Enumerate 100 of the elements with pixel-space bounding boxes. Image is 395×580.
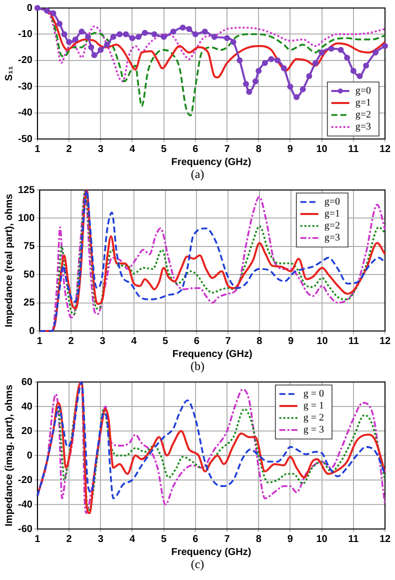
- x-tick-label: 5: [161, 144, 168, 155]
- point: [110, 34, 116, 40]
- text: (b): [190, 359, 204, 374]
- x-tick-label: 7: [225, 336, 232, 347]
- point: [151, 31, 158, 38]
- point: [328, 46, 334, 52]
- point: [136, 34, 142, 40]
- x-tick-label: 12: [379, 534, 391, 545]
- x-tick-label: 6: [192, 144, 199, 155]
- point: [318, 50, 325, 56]
- y-tick-label: 0: [26, 450, 33, 462]
- x-tick-label: 11: [348, 534, 360, 545]
- point: [160, 34, 167, 40]
- x-tick-label: 7: [224, 144, 230, 155]
- point: [192, 31, 198, 38]
- x-tick-label: 6: [194, 336, 200, 347]
- x-tick-label: 3: [100, 336, 106, 347]
- y-tick-label: -40: [18, 108, 33, 119]
- point: [44, 8, 50, 14]
- y-tick-label: -60: [18, 524, 33, 535]
- point: [344, 54, 350, 61]
- y-tick-label: -50: [18, 134, 33, 145]
- y-tick-label: 0: [26, 2, 33, 14]
- y-tick-label: 40: [21, 401, 33, 412]
- point: [372, 50, 379, 56]
- point: [262, 60, 268, 66]
- point: [268, 56, 274, 62]
- point: [246, 88, 252, 95]
- legend-label: g = 2: [303, 412, 324, 424]
- point: [98, 46, 104, 53]
- point: [242, 80, 249, 87]
- x-tick-label: 10: [316, 534, 328, 545]
- legend-label: g=0: [324, 196, 340, 208]
- x-tick-label: 6: [192, 534, 199, 545]
- legend-label: g = 1: [303, 400, 324, 412]
- x-tick-label: 11: [348, 336, 360, 347]
- legend-label: g=1: [355, 98, 371, 109]
- x-tick-label: 7: [224, 534, 230, 545]
- point: [287, 84, 294, 90]
- legend-label: g=0: [355, 86, 371, 97]
- point: [312, 60, 318, 66]
- y-axis-title: Impedance (real part), ohms: [4, 193, 15, 328]
- point: [116, 31, 123, 38]
- point: [88, 44, 94, 50]
- y-tick-label: 60: [21, 376, 33, 388]
- y-tick-label: 75: [24, 241, 36, 252]
- x-tick-label: 4: [131, 336, 138, 347]
- x-tick-label: 3: [98, 144, 104, 155]
- x-axis-title: Frequency (GHz): [171, 546, 252, 558]
- y-tick-label: 125: [18, 184, 36, 196]
- x-tick-label: 12: [379, 336, 391, 347]
- point: [280, 65, 287, 72]
- y-axis-title: Impedance (imag. part), ohms: [4, 384, 15, 526]
- point: [306, 73, 312, 80]
- legend-label: g = 3: [303, 424, 324, 436]
- x-tick-label: 10: [316, 144, 328, 155]
- x-tick-label: 8: [256, 534, 262, 545]
- y-tick-label: -20: [18, 474, 33, 486]
- point: [170, 28, 176, 35]
- y-tick-label: -40: [18, 499, 33, 510]
- point: [211, 34, 218, 40]
- point: [186, 26, 192, 32]
- x-axis-title: Frequency (GHz): [171, 156, 252, 168]
- point: [56, 20, 63, 27]
- x-tick-label: 9: [287, 144, 294, 155]
- y-tick-label: -10: [18, 28, 33, 40]
- y-tick-label: -20: [18, 55, 33, 66]
- point: [356, 73, 363, 80]
- point: [66, 39, 72, 46]
- y-tick-label: 50: [24, 269, 36, 280]
- x-tick-label: 5: [162, 336, 168, 347]
- point: [91, 52, 98, 58]
- point: [72, 36, 78, 42]
- x-tick-label: 1: [34, 534, 41, 545]
- point: [34, 5, 40, 11]
- point: [350, 68, 356, 74]
- legend-label: g=3: [324, 232, 340, 244]
- x-tick-label: 12: [379, 144, 391, 155]
- y-tick-label: 20: [21, 426, 33, 437]
- x-tick-label: 3: [98, 534, 104, 545]
- point: [129, 35, 136, 42]
- point: [230, 39, 236, 46]
- point: [294, 94, 300, 100]
- text: (a): [190, 167, 204, 182]
- x-tick-label: 4: [129, 144, 136, 155]
- point: [104, 42, 110, 48]
- x-tick-label: 2: [68, 336, 74, 347]
- x-tick-label: 5: [161, 534, 168, 545]
- text: (c): [190, 557, 204, 572]
- legend-label: g=3: [355, 122, 371, 133]
- y-tick-label: 25: [24, 298, 36, 309]
- x-tick-label: 9: [287, 534, 294, 545]
- point: [256, 68, 262, 74]
- point: [382, 42, 388, 49]
- point: [236, 57, 243, 64]
- legend-label: g=2: [324, 220, 340, 232]
- point: [180, 24, 186, 31]
- x-tick-label: 1: [34, 144, 41, 155]
- point: [363, 62, 370, 69]
- x-tick-label: 8: [256, 144, 262, 155]
